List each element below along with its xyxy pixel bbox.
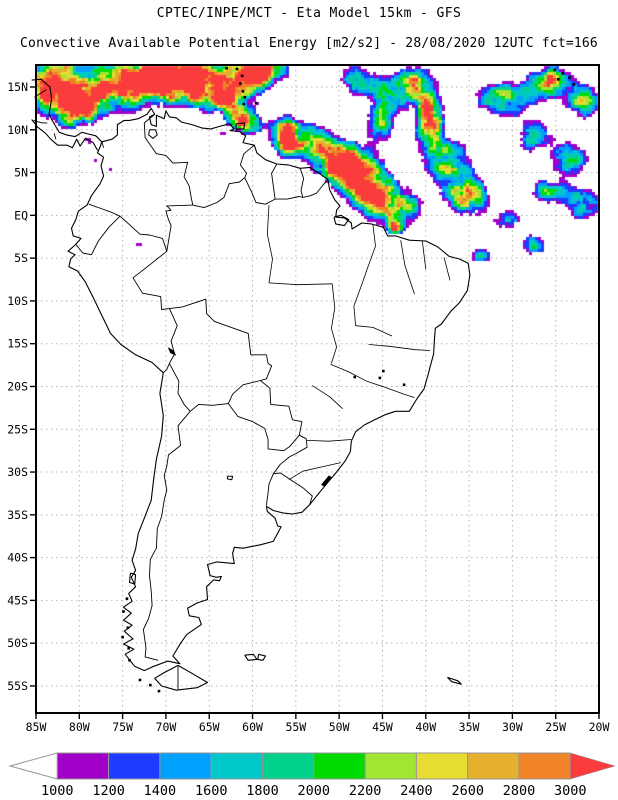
lon-tick-label: 40W xyxy=(415,720,436,734)
lon-tick-label: 75W xyxy=(112,720,133,734)
lat-tick-label: 35S xyxy=(7,508,28,522)
lon-tick-label: 25W xyxy=(545,720,566,734)
lat-tick-label: 10N xyxy=(7,123,28,137)
lat-tick-label: EQ xyxy=(14,208,28,222)
colorbar-segment xyxy=(415,752,469,780)
colorbar-tick-label: 2600 xyxy=(451,783,484,799)
lat-tick-label: 25S xyxy=(7,422,28,436)
colorbar-segment xyxy=(518,752,571,780)
axis-labels: 15N 10N 5N EQ 5S 10S 15S 20S 25S 30S 35S 40S 45S 50S 5… xyxy=(7,80,609,734)
lat-tick-label: 10S xyxy=(7,294,28,308)
lat-tick-label: 15S xyxy=(7,337,28,351)
lon-tick-label: 50W xyxy=(329,720,350,734)
state-borders xyxy=(266,205,451,481)
colorbar-segment xyxy=(364,752,417,780)
colorbar-tick-label: 2800 xyxy=(503,783,536,799)
map-panel: 15N 10N 5N EQ 5S 10S 15S 20S 25S 30S 35S 40S 45S 50S 5… xyxy=(0,0,618,740)
cape-shaded-field xyxy=(0,0,618,740)
lon-tick-label: 20W xyxy=(589,720,610,734)
lat-tick-label: 40S xyxy=(7,551,28,565)
colorbar-segment xyxy=(56,752,110,780)
lon-tick-label: 60W xyxy=(242,720,263,734)
lat-tick-label: 20S xyxy=(7,379,28,393)
colorbar-tick-label: 1600 xyxy=(195,783,228,799)
colorbar-segment xyxy=(108,752,161,780)
country-borders xyxy=(33,89,329,690)
lon-tick-label: 70W xyxy=(156,720,177,734)
lon-tick-label: 80W xyxy=(69,720,90,734)
colorbar-tick-label: 2000 xyxy=(298,783,331,799)
lat-tick-label: 5N xyxy=(14,166,28,180)
colorbar-segment xyxy=(467,752,520,780)
lon-tick-label: 35W xyxy=(459,720,480,734)
lat-tick-label: 50S xyxy=(7,636,28,650)
colorbar-tick-label: 2200 xyxy=(349,783,382,799)
small-islands xyxy=(121,66,576,693)
colorbar-segment xyxy=(313,752,366,780)
colorbar-segment xyxy=(159,752,212,780)
colorbar-tick-label: 3000 xyxy=(554,783,587,799)
colorbar-tick-label: 1800 xyxy=(246,783,279,799)
lat-tick-label: 55S xyxy=(7,679,28,693)
colorbar-tick-label: 1400 xyxy=(144,783,177,799)
map-frame xyxy=(35,64,600,714)
colorbar-under-arrow xyxy=(8,752,58,780)
colorbar: 1000 1200 1400 1600 1800 2000 2200 2400 2600 2800… xyxy=(8,752,617,799)
lon-tick-label: 45W xyxy=(372,720,393,734)
lat-tick-label: 45S xyxy=(7,593,28,607)
colorbar-tick-label: 1000 xyxy=(41,783,74,799)
colorbar-tick-label: 2400 xyxy=(400,783,433,799)
lon-tick-label: 30W xyxy=(502,720,523,734)
coastlines xyxy=(31,78,471,691)
map-overlay-layer: 15N 10N 5N EQ 5S 10S 15S 20S 25S 30S 35S 40S 45S 50S 5… xyxy=(7,64,609,734)
lon-tick-label: 85W xyxy=(26,720,47,734)
lat-tick-label: 5S xyxy=(14,251,28,265)
colorbar-over-arrow xyxy=(569,752,617,780)
lon-tick-label: 55W xyxy=(285,720,306,734)
colorbar-segment xyxy=(262,752,315,780)
lat-tick-label: 30S xyxy=(7,465,28,479)
axis-ticks xyxy=(30,86,600,719)
colorbar-tick-label: 1200 xyxy=(92,783,125,799)
lon-tick-label: 65W xyxy=(199,720,220,734)
lakes xyxy=(167,347,333,487)
colorbar-segment xyxy=(210,752,263,780)
lat-tick-label: 15N xyxy=(7,80,28,94)
